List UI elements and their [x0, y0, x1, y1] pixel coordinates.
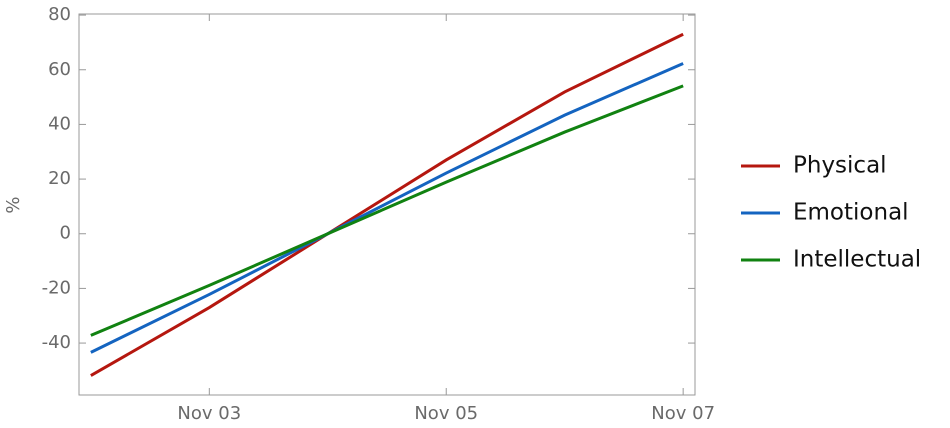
series-line: [90, 32, 684, 377]
series-line: [90, 84, 684, 337]
x-tick-label: Nov 07: [651, 403, 715, 424]
y-axis-label: %: [3, 196, 24, 213]
legend-label: Intellectual: [793, 247, 921, 273]
x-tick-label: Nov 03: [177, 403, 241, 424]
legend-label: Emotional: [793, 200, 909, 226]
series-line: [90, 62, 684, 354]
y-tick-label: 20: [48, 168, 71, 189]
y-tick-label: 60: [48, 59, 71, 80]
y-tick-label: 0: [60, 223, 71, 244]
y-tick-label: -40: [42, 332, 71, 353]
y-tick-label: 80: [48, 4, 71, 25]
legend-label: Physical: [793, 153, 887, 179]
x-tick-label: Nov 05: [414, 403, 478, 424]
y-tick-label: -20: [42, 277, 71, 298]
y-tick-label: 40: [48, 113, 71, 134]
plot-frame: [78, 13, 696, 396]
